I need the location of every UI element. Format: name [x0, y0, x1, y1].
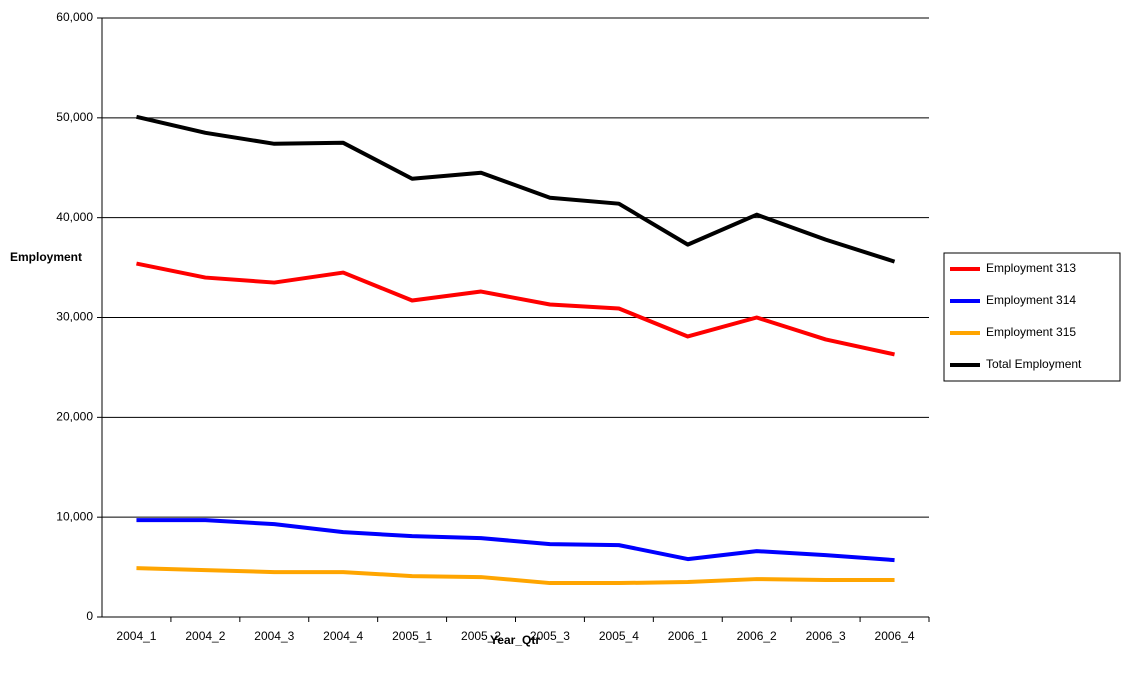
x-tick-label: 2006_3: [806, 629, 846, 643]
series-line: [136, 566, 895, 586]
y-tick-label: 40,000: [56, 210, 93, 224]
x-tick-label: 2005_2: [461, 629, 501, 643]
legend-label: Employment 315: [986, 325, 1076, 339]
x-tick-label: 2005_3: [530, 629, 570, 643]
x-tick-label: 2004_3: [254, 629, 294, 643]
y-tick-label: 20,000: [56, 410, 93, 424]
x-tick-label: 2005_4: [599, 629, 639, 643]
series-line: [136, 114, 896, 264]
x-tick-label: 2006_2: [737, 629, 777, 643]
legend-box: [943, 252, 1121, 382]
series-line: [136, 261, 895, 357]
y-tick-label: 30,000: [56, 310, 93, 324]
x-tick-label: 2005_1: [392, 629, 432, 643]
legend-label: Employment 314: [986, 293, 1076, 307]
legend-label: Total Employment: [986, 357, 1082, 371]
x-tick-label: 2004_4: [323, 629, 363, 643]
legend-label: Employment 313: [986, 261, 1076, 275]
x-tick-label: 2004_1: [116, 629, 156, 643]
y-tick-label: 10,000: [56, 509, 93, 523]
y-tick-label: 60,000: [56, 10, 93, 24]
y-tick-label: 0: [86, 609, 93, 623]
series-line: [136, 518, 895, 563]
x-tick-label: 2006_4: [875, 629, 915, 643]
x-tick-label: 2006_1: [668, 629, 708, 643]
x-axis-title: Year_Qtr: [490, 633, 540, 647]
y-tick-label: 50,000: [56, 110, 93, 124]
x-tick-label: 2004_2: [185, 629, 225, 643]
y-axis-title: Employment: [10, 250, 82, 264]
